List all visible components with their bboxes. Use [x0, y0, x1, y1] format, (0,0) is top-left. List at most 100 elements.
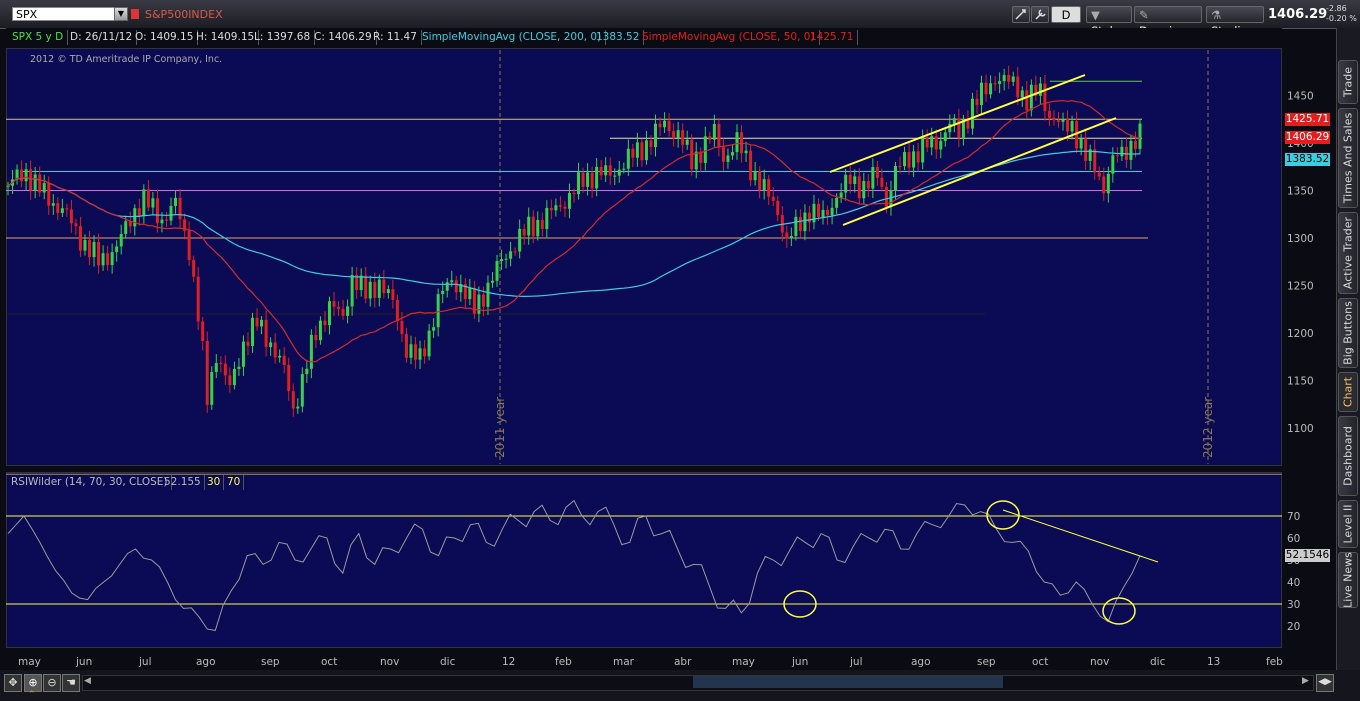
candle-body [97, 241, 101, 266]
candle-body [694, 151, 698, 170]
candle-body [364, 275, 368, 299]
expand-icon[interactable]: ◀▶ [1316, 674, 1334, 692]
aggregation-selector[interactable]: D [1051, 6, 1081, 23]
candle-body [1129, 140, 1133, 160]
candle-body [409, 344, 413, 358]
candle-body [178, 197, 182, 220]
side-tab-active-trader[interactable]: Active Trader [1338, 212, 1358, 294]
candle-body [164, 219, 168, 221]
time-axis-label: jun [791, 656, 808, 668]
zoom-out-icon[interactable]: ⊖ [43, 674, 61, 692]
candle-body [436, 294, 440, 328]
candle-body [210, 371, 214, 405]
scrollbar-thumb[interactable] [693, 676, 1003, 688]
side-tab-trade[interactable]: Trade [1338, 60, 1358, 104]
candle-body [812, 203, 816, 223]
candle-body [957, 118, 961, 138]
candle-body [663, 120, 667, 128]
candle-body [196, 276, 200, 322]
price-axis-tick: 1100 [1287, 423, 1314, 435]
candle-body [264, 319, 268, 348]
price-axis-tick: 1350 [1287, 186, 1314, 198]
time-axis-label: dic [440, 656, 456, 668]
side-tab-live-news[interactable]: Live News [1338, 552, 1358, 608]
candle-body [649, 140, 653, 148]
candle-body [1056, 120, 1060, 122]
time-axis-label: may [18, 656, 41, 668]
candle-body [368, 281, 372, 299]
side-tab-chart[interactable]: Chart [1338, 372, 1358, 412]
candle-body [1011, 76, 1015, 82]
candle-body [1088, 149, 1092, 161]
side-tab-dashboard[interactable]: Dashboard [1338, 416, 1358, 496]
candle-body [776, 200, 780, 216]
candle-body [993, 83, 997, 85]
scroll-right-icon[interactable]: ▶ [1302, 676, 1309, 686]
hand-tool-icon[interactable]: ☚ [62, 674, 80, 692]
candle-body [1043, 83, 1047, 112]
candle-body [966, 119, 970, 129]
sma50-label[interactable]: SimpleMovingAvg (CLOSE, 50, 0) [638, 30, 820, 45]
candle-body [1075, 121, 1079, 149]
side-tab-level-ii[interactable]: Level II [1338, 500, 1358, 548]
candle-body [672, 131, 676, 139]
time-axis-label: jun [75, 656, 92, 668]
sma200-label[interactable]: SimpleMovingAvg (CLOSE, 200, 0) [418, 30, 607, 45]
wrench-icon[interactable] [1031, 6, 1049, 23]
candle-body [278, 355, 282, 358]
chart-period[interactable]: SPX 5 y D [8, 30, 69, 45]
candle-body [907, 152, 911, 168]
rsi-axis-tick: 60 [1287, 533, 1300, 545]
candle-body [418, 348, 422, 360]
candle-body [115, 246, 119, 253]
candle-body [893, 166, 897, 191]
side-tab-times-and-sales[interactable]: Times And Sales [1338, 108, 1358, 208]
symbol-dropdown-button[interactable]: ▼ [114, 7, 128, 21]
candle-body [626, 148, 630, 169]
candle-body [255, 317, 259, 327]
candle-body [414, 344, 418, 360]
candle-body [835, 197, 839, 208]
rsi-study-label[interactable]: RSIWilder (14, 70, 30, CLOSE) [8, 475, 172, 490]
candle-body [839, 192, 843, 198]
candle-body [332, 301, 336, 307]
chevron-up-icon[interactable]: ⌃ [28, 690, 36, 700]
pencil-icon: ✎ [1139, 8, 1149, 22]
rsi-trend-line [1002, 509, 1159, 563]
price-axis[interactable] [1282, 48, 1332, 648]
time-axis-label: oct [1032, 656, 1048, 668]
candle-body [744, 150, 748, 154]
candle-body [219, 363, 223, 365]
time-axis-label: jul [138, 656, 152, 668]
candle-body [871, 167, 875, 189]
candle-body [305, 368, 309, 375]
side-tab-big-buttons[interactable]: Big Buttons [1338, 298, 1358, 368]
year-marker-label: 2011 year [493, 397, 507, 458]
candle-body [608, 165, 612, 176]
candle-body [807, 212, 811, 223]
candle-body [427, 330, 431, 357]
candle-body [866, 181, 870, 189]
time-axis[interactable] [6, 650, 1282, 670]
scroll-left-icon[interactable]: ◀ [84, 676, 91, 686]
candle-body [631, 148, 635, 158]
candle-body [47, 183, 51, 206]
candle-body [853, 176, 857, 184]
side-tab-label: Live News [1341, 552, 1355, 608]
time-axis-label: dic [1150, 656, 1166, 668]
time-axis-label: abr [674, 656, 692, 668]
bar-high: H: 1409.15 [192, 30, 260, 45]
candle-body [753, 171, 757, 181]
pan-tool-icon[interactable]: ✥ [4, 674, 22, 692]
price-chart-panel[interactable] [6, 48, 1282, 466]
candle-body [459, 284, 463, 293]
candle-body [640, 142, 644, 161]
candle-body [463, 284, 467, 300]
zoom-in-icon[interactable]: ⊕ [24, 674, 42, 692]
time-axis-label: ago [911, 656, 931, 668]
candle-body [481, 294, 485, 307]
candle-body [291, 391, 295, 409]
trend-channel-lower [842, 117, 1117, 226]
side-tab-label: Level II [1341, 504, 1355, 544]
crosshair-tool-icon[interactable] [1012, 6, 1030, 23]
